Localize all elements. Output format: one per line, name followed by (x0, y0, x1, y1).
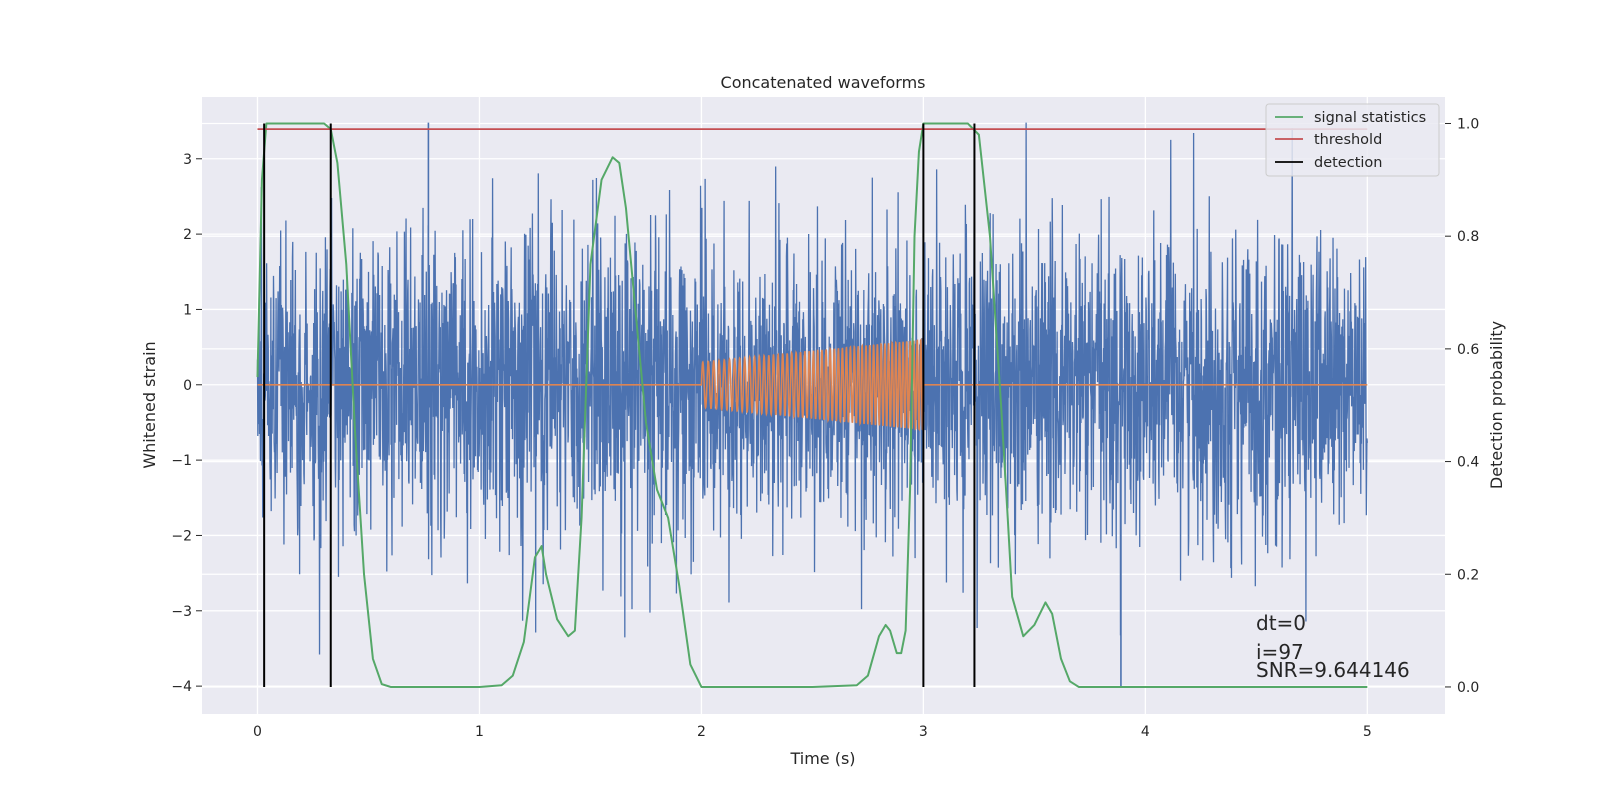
annotation-index: i=97 (1256, 640, 1304, 664)
y-right-tick-label: 0.8 (1457, 229, 1479, 245)
y-right-axis-ticks: 0.0 0.2 0.4 0.6 0.8 1.0 (1445, 116, 1479, 696)
legend-label-detection: detection (1314, 155, 1382, 171)
y-right-tick-label: 0.2 (1457, 567, 1479, 583)
x-tick-label: 4 (1141, 724, 1150, 740)
annotation-snr: SNR=9.644146 (1256, 658, 1410, 682)
y-tick-label: −3 (171, 604, 192, 620)
x-tick-label: 0 (253, 724, 262, 740)
x-tick-label: 1 (475, 724, 484, 740)
y-right-tick-label: 0.4 (1457, 455, 1479, 471)
y-axis-ticks: −4 −3 −2 −1 0 1 2 3 (171, 152, 202, 695)
y-axis-label: Whitened strain (140, 341, 159, 468)
x-tick-label: 3 (919, 724, 928, 740)
legend-label-threshold: threshold (1314, 132, 1382, 148)
y-tick-label: −1 (171, 453, 192, 469)
y-tick-label: 0 (183, 378, 192, 394)
chart-title: Concatenated waveforms (721, 73, 926, 92)
y-right-tick-label: 0.0 (1457, 680, 1479, 696)
x-axis-label: Time (s) (789, 749, 855, 768)
y-tick-label: −4 (171, 679, 192, 695)
y-tick-label: −2 (171, 528, 192, 544)
strain-series (256, 122, 1368, 687)
legend-frame (1265, 103, 1440, 177)
annotations: dt=0 i=97 SNR=9.644146 (1256, 611, 1410, 682)
y-tick-label: 2 (183, 227, 192, 243)
y-tick-label: 1 (183, 302, 192, 318)
legend-label-signal-statistics: signal statistics (1314, 110, 1426, 126)
annotation-dt: dt=0 (1256, 611, 1306, 635)
detection-series (263, 123, 976, 687)
injection-series (257, 337, 1368, 432)
y-right-tick-label: 0.6 (1457, 342, 1479, 358)
y-right-tick-label: 1.0 (1457, 116, 1479, 132)
x-tick-label: 5 (1363, 724, 1372, 740)
y-tick-label: 3 (183, 152, 192, 168)
x-axis-ticks: 0 1 2 3 4 5 (253, 724, 1372, 740)
legend: signal statistics threshold detection (1265, 103, 1440, 177)
signal-statistics-line (256, 122, 1368, 688)
strain-line (256, 122, 1368, 655)
x-tick-label: 2 (697, 724, 706, 740)
y-right-axis-label: Detection probability (1487, 321, 1506, 489)
injection-line (257, 337, 1368, 432)
signal-statistics-series (256, 122, 1368, 688)
